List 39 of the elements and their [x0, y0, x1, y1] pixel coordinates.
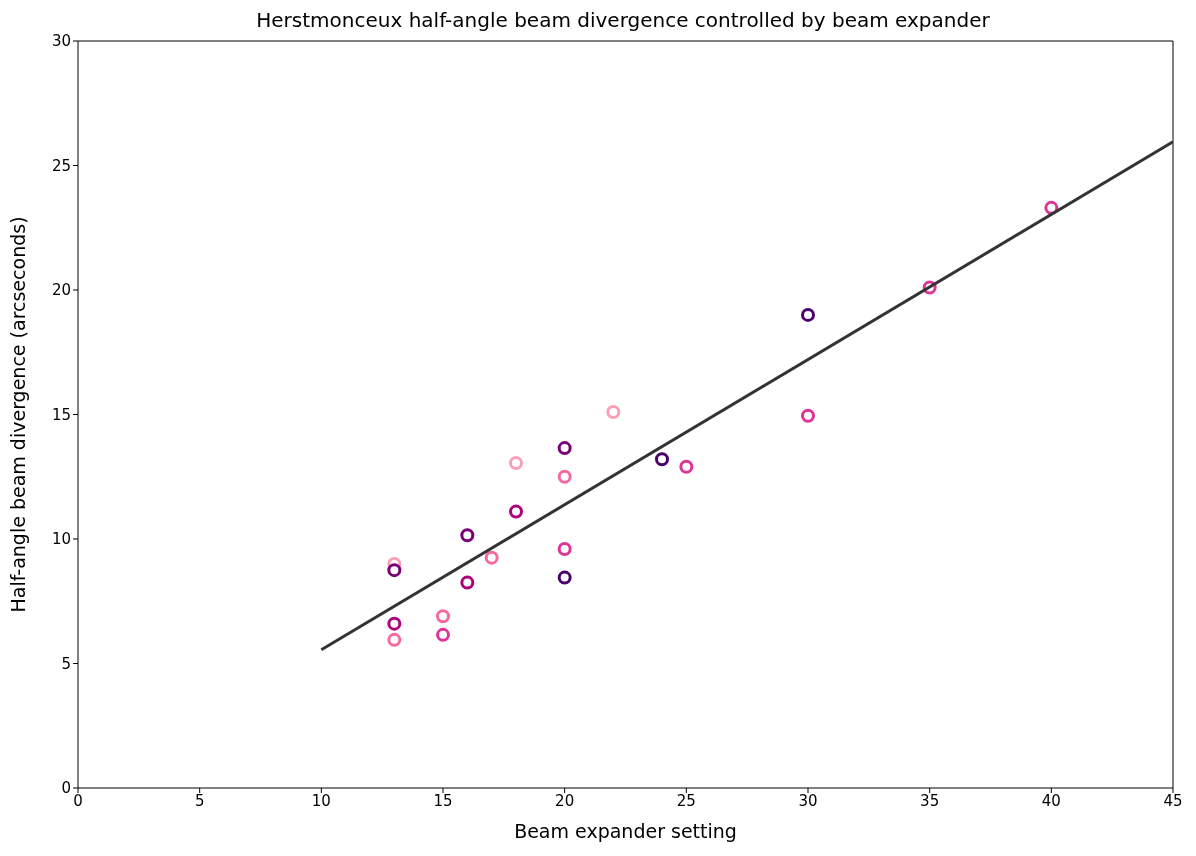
x-tick-label: 5 [194, 791, 205, 810]
x-tick-label: 20 [555, 791, 575, 810]
point [679, 459, 694, 474]
y-tick-label: 15 [51, 405, 71, 424]
point [655, 452, 669, 467]
y-tick-label: 30 [51, 32, 71, 51]
x-tick-label: 30 [798, 791, 818, 810]
point [801, 408, 815, 423]
y-tick-label: 25 [51, 156, 71, 175]
point [557, 441, 572, 456]
point [387, 632, 402, 647]
point [557, 469, 572, 484]
x-axis-title: Beam expander setting [514, 820, 737, 842]
y-tick-label: 10 [51, 530, 71, 549]
x-tick-label: 45 [1163, 791, 1183, 810]
y-tick-label: 5 [61, 654, 71, 673]
y-tick-label: 20 [51, 281, 71, 300]
chart-title: Herstmonceux half-angle beam divergence controlled by beam expander [255, 8, 991, 34]
x-tick-label: 15 [433, 791, 453, 810]
point [557, 570, 572, 585]
point [460, 575, 475, 590]
x-tick-label: 40 [1041, 791, 1061, 810]
x-tick-label: 35 [920, 791, 940, 810]
x-tick-label: 25 [676, 791, 696, 810]
point [557, 541, 572, 556]
point [387, 616, 402, 631]
point [460, 528, 475, 543]
point [801, 307, 815, 322]
point [509, 456, 523, 471]
x-tick-label: 10 [311, 791, 331, 810]
y-tick-label: 0 [61, 779, 71, 798]
point [436, 609, 450, 624]
point [606, 405, 621, 420]
x-tick-label: 0 [73, 791, 83, 810]
point [436, 627, 450, 642]
point [509, 504, 523, 519]
y-axis-title: Half-angle beam divergence (arcseconds) [6, 216, 29, 613]
point [387, 563, 402, 578]
point [484, 550, 499, 565]
